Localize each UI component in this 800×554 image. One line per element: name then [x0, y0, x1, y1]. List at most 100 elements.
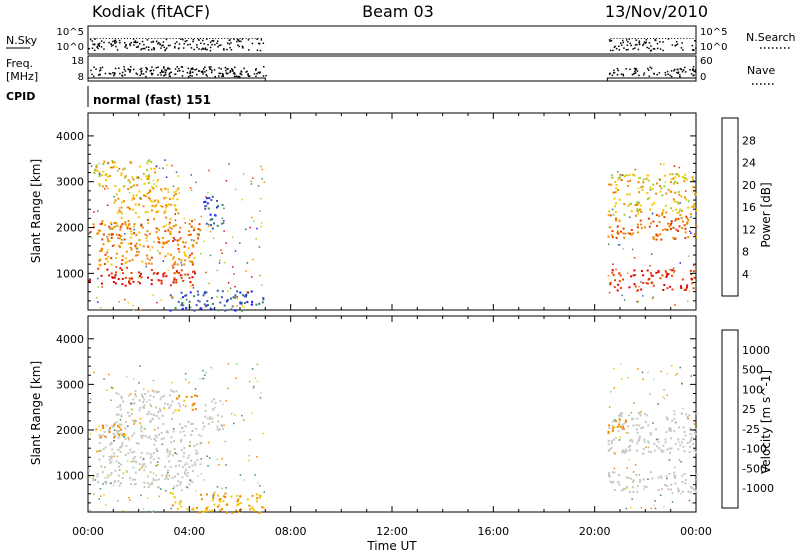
power-noise-dot — [260, 222, 263, 224]
power-cell — [182, 241, 184, 244]
power-cell — [160, 188, 163, 191]
nsky-dot — [642, 44, 644, 47]
power-cell — [120, 217, 123, 220]
velocity-noise-dot — [133, 378, 135, 380]
power-cell — [109, 221, 112, 224]
power-cell — [150, 269, 153, 271]
velocity-noise-dot — [132, 460, 135, 462]
power-cell — [114, 282, 117, 285]
velocity-cell — [170, 404, 173, 407]
velocity-cell — [611, 427, 614, 430]
power-cell — [120, 212, 123, 215]
power-noise-dot — [113, 196, 116, 198]
velocity-cell — [119, 404, 122, 406]
velocity-cell — [664, 483, 666, 486]
power-cell — [608, 210, 611, 213]
power-noise-dot — [208, 282, 210, 285]
velocity-cell — [217, 494, 220, 497]
power-noise-dot — [225, 180, 228, 182]
velocity-cell — [627, 425, 630, 428]
velocity-cell — [627, 477, 630, 480]
power-cell — [636, 231, 639, 234]
power-cell — [105, 173, 108, 175]
nsearch-dot — [90, 38, 92, 39]
nsky-dot — [157, 43, 159, 45]
power-noise-dot — [259, 274, 261, 277]
power-noise-dot — [137, 281, 139, 283]
velocity-cell — [240, 502, 243, 505]
power-cell — [129, 161, 132, 164]
power-noise-dot — [621, 174, 624, 176]
velocity-cell — [118, 426, 121, 429]
power-cell — [647, 217, 650, 220]
velocity-cell — [133, 432, 136, 435]
velocity-cell — [219, 500, 222, 503]
nave-dot — [616, 74, 619, 76]
velocity-noise-dot — [615, 437, 617, 439]
power-data — [88, 159, 698, 312]
power-cell — [119, 267, 122, 270]
velocity-cell — [163, 406, 165, 409]
velocity-cell — [209, 416, 212, 419]
power-cell — [262, 298, 265, 301]
velocity-cell — [191, 408, 194, 411]
power-noise-dot — [145, 265, 147, 268]
power-cell — [124, 257, 127, 260]
nsky-dot — [662, 49, 664, 52]
power-cell — [177, 248, 180, 250]
power-noise-dot — [158, 167, 161, 169]
power-cell — [184, 273, 187, 276]
power-cell — [632, 173, 635, 176]
nsearch-dot — [172, 38, 174, 39]
power-colorbar-label: Power [dB] — [759, 182, 773, 247]
velocity-cell — [647, 441, 650, 444]
velocity-cell — [636, 485, 639, 487]
velocity-cell — [205, 510, 208, 513]
velocity-cell — [190, 480, 193, 483]
nsky-dot — [197, 38, 200, 41]
velocity-noise-dot — [649, 393, 651, 395]
velocity-cell — [146, 475, 149, 478]
nsky-dot — [141, 47, 143, 50]
nave-dot — [203, 68, 205, 70]
time-xtick-label: 20:00 — [579, 525, 611, 538]
nave-dot — [231, 68, 233, 70]
power-cell — [626, 193, 628, 196]
velocity-cell — [146, 412, 149, 415]
nsearch-dot — [196, 38, 198, 39]
nave-dot — [256, 73, 258, 75]
power-noise-dot — [640, 281, 642, 283]
power-noise-dot — [621, 294, 623, 297]
nave-dot — [169, 75, 171, 77]
velocity-cell — [610, 447, 613, 449]
power-cell — [655, 214, 658, 216]
power-cell — [663, 185, 666, 188]
velocity-cell — [133, 421, 136, 424]
velocity-cell — [206, 493, 208, 496]
power-noise-dot — [236, 297, 239, 300]
velocity-cell — [682, 426, 685, 429]
power-xticks — [87, 113, 697, 310]
nave-dot — [218, 67, 220, 69]
velocity-cell — [158, 417, 161, 420]
power-noise-dot — [181, 264, 183, 266]
nsearch-dot — [631, 38, 633, 39]
velocity-cell — [160, 396, 163, 399]
power-noise-dot — [209, 230, 212, 233]
power-cell — [655, 238, 658, 241]
velocity-noise-dot — [112, 484, 115, 487]
power-cell — [127, 179, 130, 182]
velocity-noise-dot — [163, 408, 166, 410]
nsky-dot — [619, 42, 622, 44]
power-cell — [672, 177, 675, 180]
nave-dot — [135, 72, 137, 75]
velocity-noise-dot — [676, 373, 678, 375]
velocity-cell — [159, 398, 162, 401]
velocity-cell — [632, 479, 635, 482]
power-cell — [146, 254, 148, 257]
nsky-dot — [113, 39, 116, 42]
power-cell — [229, 297, 232, 300]
power-noise-dot — [664, 181, 667, 183]
velocity-noise-dot — [613, 452, 616, 454]
power-cell — [101, 220, 104, 223]
